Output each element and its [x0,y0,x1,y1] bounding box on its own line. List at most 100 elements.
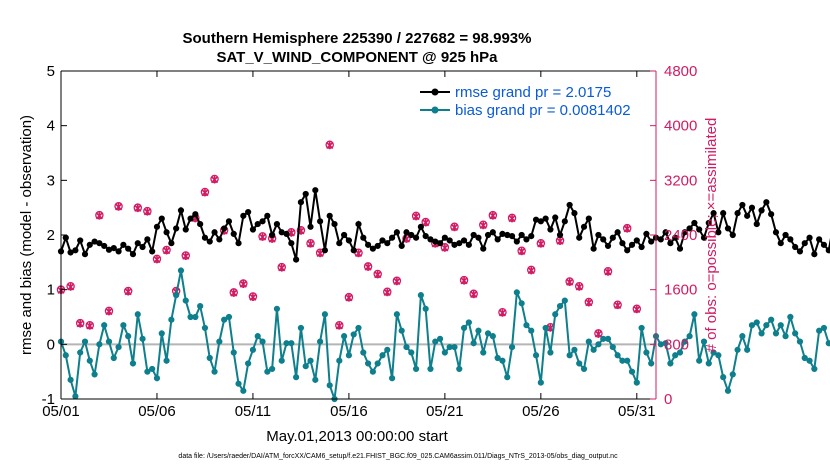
rmse-point [254,220,261,228]
rmse-point [696,226,703,233]
rmse-point [590,245,597,252]
bias-series [57,267,830,403]
rmse-point [187,215,194,222]
rmse-point [77,237,84,244]
rmse-point [672,234,679,241]
bias-point [489,333,496,340]
rmse-point [446,237,453,244]
bias-point [806,357,813,364]
rmse-point [177,207,185,214]
rmse-point [643,230,650,238]
bias-point [412,365,420,373]
rmse-point [307,223,314,230]
bias-point [763,322,770,329]
rmse-point [259,218,266,225]
bias-point [648,360,655,367]
rmse-point [676,245,684,252]
bias-point [744,346,751,353]
bias-point [91,371,98,378]
bias-point [384,346,391,353]
bias-point [379,352,386,359]
bias-point [288,340,295,347]
bias-point [77,349,84,356]
obs-assimilated-point [460,276,468,285]
rmse-point [801,240,808,247]
bias-point [537,379,544,386]
bias-point [633,379,640,386]
bias-point [686,333,693,340]
obs-assimilated-point [450,223,459,232]
rmse-point [235,240,242,247]
obs-assimilated-point [575,283,583,291]
rmse-point [129,251,137,258]
x-tick-label: 05/21 [426,403,464,420]
x-tick-label: 05/26 [522,403,560,420]
rmse-point [523,236,530,243]
legend-box [415,79,652,119]
bias-point [345,352,353,359]
bias-point [302,363,309,370]
bias-point [672,352,679,359]
obs-assimilated-point [230,289,238,297]
rmse-point [96,240,103,247]
rmse-point [192,211,199,218]
rmse-point [758,207,765,214]
bias-point [403,343,410,351]
rmse-point [317,218,324,225]
bias-point [149,365,156,373]
rmse-point [547,226,554,233]
rmse-point [264,212,271,219]
legend-label-bias: bias grand pr = 0.0081402 [455,102,631,119]
bias-point [341,333,348,340]
obs-assimilated-point [134,204,142,213]
rmse-point [763,199,770,206]
x-tick-label: 05/11 [235,403,271,420]
bias-point [427,365,434,373]
rmse-point [566,201,573,209]
obs-assimilated-point [95,212,103,220]
bias-point [566,352,573,359]
x-axis-label: May.01,2013 00:00:00 start [266,428,448,445]
rmse-point [494,236,501,243]
rmse-point [163,229,170,236]
y-tick-label: 4 [47,118,55,135]
rmse-point [269,231,276,239]
bias-point [432,338,439,345]
bias-point [787,313,794,321]
bias-point [470,340,477,347]
rmse-point [197,220,204,228]
bias-point [240,387,247,394]
rmse-series [57,187,830,263]
rmse-point [360,234,367,241]
bias-point [499,357,506,364]
obs-assimilated-point [489,212,497,220]
bias-point [480,349,487,356]
bias-point [105,338,113,345]
bias-point [278,357,285,364]
bias-point [494,354,501,362]
rmse-point [245,208,252,216]
rmse-point [331,220,338,228]
rmse-point [686,225,693,232]
rmse-point [149,248,156,255]
bias-point [134,311,141,318]
bias-point [676,349,684,356]
bias-point [307,357,314,364]
bias-point [177,267,185,274]
bias-point [571,346,578,353]
rmse-point [753,220,760,228]
bias-point [211,368,218,375]
bias-point [153,375,161,382]
tick-labels: 05/01 05/06 05/11 05/16 05/21 05/26 05/31 -1 0 1 2… [42,63,698,420]
rmse-point [657,236,664,243]
rmse-point [537,218,544,225]
obs-assimilated-point [604,268,612,276]
rmse-point [379,237,386,244]
rmse-point [542,215,549,222]
bias-point [768,316,775,323]
bias-point [547,349,554,356]
rmse-point [638,243,645,251]
rmse-point [811,251,818,258]
bias-point [782,333,789,340]
rmse-point [403,229,410,236]
